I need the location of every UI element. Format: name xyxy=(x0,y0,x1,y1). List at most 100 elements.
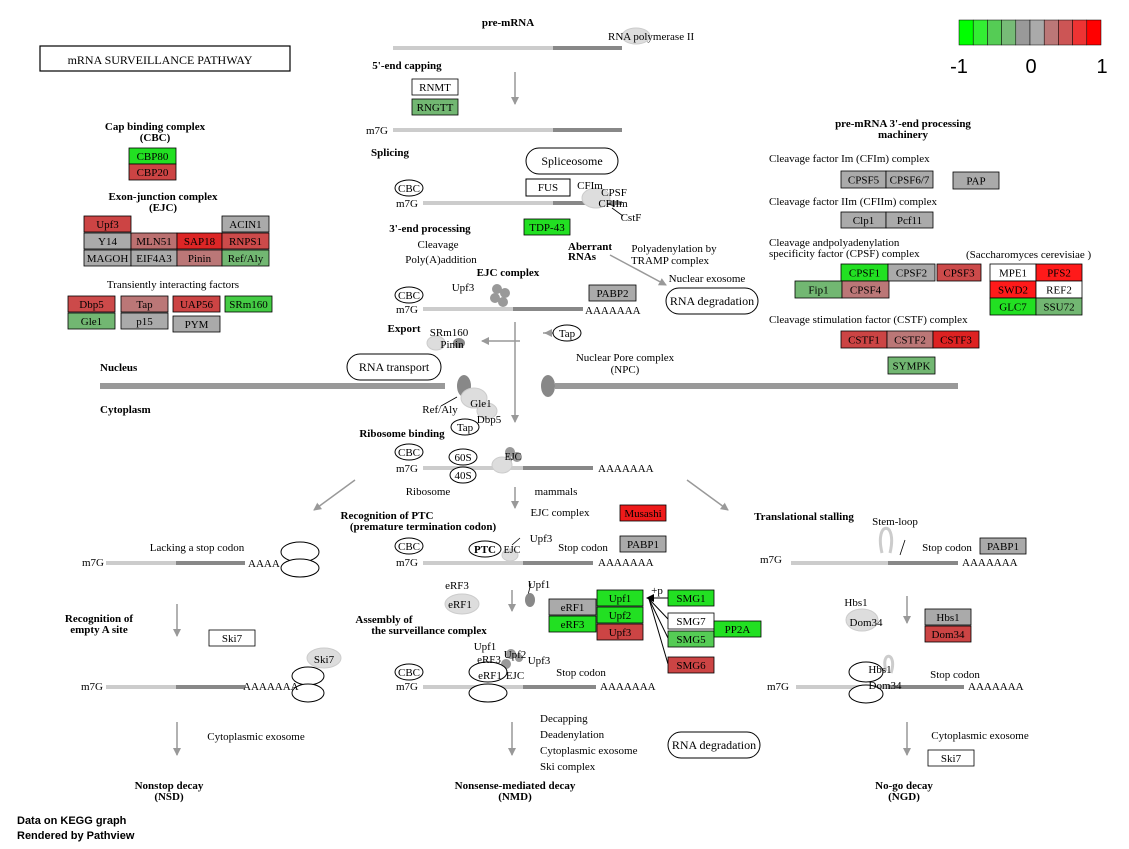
gene-sap18[interactable]: SAP18 xyxy=(176,232,223,250)
node-cbc: CBC xyxy=(394,179,424,197)
label-aaa: AAAAAAA xyxy=(600,681,656,693)
label-cpsf2: specificity factor (CPSF) complex xyxy=(769,248,920,260)
svg-text:CBC: CBC xyxy=(398,183,420,195)
svg-text:ACIN1: ACIN1 xyxy=(229,219,261,231)
gene-ski7[interactable]: Ski7 xyxy=(927,749,975,767)
gene-uap56[interactable]: UAP56 xyxy=(172,295,221,313)
label-recog-ptc2: (premature termination codon) xyxy=(350,521,497,533)
svg-text:Ref/Aly: Ref/Aly xyxy=(228,253,264,265)
gene-tdp-43[interactable]: TDP-43 xyxy=(523,218,571,236)
ribosome-shapes xyxy=(280,541,884,704)
gene-rngtt[interactable]: RNGTT xyxy=(411,98,459,116)
gene-pcf11[interactable]: Pcf11 xyxy=(885,211,934,229)
gene-hbs1[interactable]: Hbs1 xyxy=(924,608,972,626)
gene-cpsf1[interactable]: CPSF1 xyxy=(840,263,889,282)
gene-swd2[interactable]: SWD2 xyxy=(989,280,1037,299)
gene-ssu72[interactable]: SSU72 xyxy=(1035,297,1083,316)
gene-upf3[interactable]: Upf3 xyxy=(596,623,644,641)
gene-smg5[interactable]: SMG5 xyxy=(667,630,715,648)
pathway-link-rna-transport[interactable]: RNA transport xyxy=(346,353,442,381)
gene-cstf2[interactable]: CSTF2 xyxy=(886,330,934,349)
gene-cbp20[interactable]: CBP20 xyxy=(128,163,177,181)
label-ski-complex: Ski complex xyxy=(540,761,596,773)
gene-cpsf4[interactable]: CPSF4 xyxy=(841,280,890,299)
svg-text:RNA degradation: RNA degradation xyxy=(670,294,754,308)
gene-ref-aly[interactable]: Ref/Aly xyxy=(221,249,270,267)
gene-erf1[interactable]: eRF1 xyxy=(548,598,597,616)
gene-pp2a[interactable]: PP2A xyxy=(713,620,762,638)
svg-text:CBC: CBC xyxy=(398,447,420,459)
node-fus: FUS xyxy=(525,178,571,197)
gene-fip1[interactable]: Fip1 xyxy=(794,280,843,299)
gene-cpsf5[interactable]: CPSF5 xyxy=(840,170,887,189)
gene-erf3[interactable]: eRF3 xyxy=(548,615,597,633)
gene-smg7[interactable]: SMG7 xyxy=(667,612,715,630)
label-nmd2: (NMD) xyxy=(498,791,532,803)
gene-dbp5[interactable]: Dbp5 xyxy=(67,295,116,313)
gene-ski7[interactable]: Ski7 xyxy=(208,629,256,647)
label-srm160: SRm160 xyxy=(430,327,469,339)
gene-eif4a3[interactable]: EIF4A3 xyxy=(130,249,178,267)
pathway-link-spliceosome[interactable]: Spliceosome xyxy=(525,147,619,175)
svg-text:PABP1: PABP1 xyxy=(627,539,659,551)
label-dbp5: Dbp5 xyxy=(477,414,502,426)
gene-smg1[interactable]: SMG1 xyxy=(667,589,715,607)
mrna-strands xyxy=(106,46,964,689)
gene-magoh[interactable]: MAGOH xyxy=(83,249,132,267)
gene-sympk[interactable]: SYMPK xyxy=(887,356,936,375)
label-ejc: EJC xyxy=(506,670,524,682)
color-legend: -1 0 1 xyxy=(950,19,1108,78)
label-npc2: (NPC) xyxy=(611,364,640,376)
gene-clp1[interactable]: Clp1 xyxy=(840,211,887,229)
gene-rnps1[interactable]: RNPS1 xyxy=(221,232,270,250)
gene-gle1[interactable]: Gle1 xyxy=(67,312,116,330)
gene-rnmt[interactable]: RNMT xyxy=(411,78,459,96)
gene-tap[interactable]: Tap xyxy=(120,295,169,313)
gene-upf1[interactable]: Upf1 xyxy=(596,589,644,607)
pathway-link-rna-degradation[interactable]: RNA degradation xyxy=(665,287,759,315)
gene-pym[interactable]: PYM xyxy=(172,315,221,333)
gene-cstf3[interactable]: CSTF3 xyxy=(932,330,980,349)
stem-loop-shape xyxy=(878,526,894,554)
svg-text:TDP-43: TDP-43 xyxy=(529,222,565,234)
gene-pabp1[interactable]: PABP1 xyxy=(979,537,1027,555)
footer-line-2: Rendered by Pathview xyxy=(17,830,135,842)
svg-text:Fip1: Fip1 xyxy=(808,285,828,297)
gene-srm160[interactable]: SRm160 xyxy=(224,295,273,313)
gene-cpsf6-7[interactable]: CPSF6/7 xyxy=(885,170,934,189)
pathway-link-rna-degradation[interactable]: RNA degradation xyxy=(667,731,761,759)
gene-pabp2[interactable]: PABP2 xyxy=(588,284,637,302)
gene-dom34[interactable]: Dom34 xyxy=(924,625,972,643)
gene-glc7[interactable]: GLC7 xyxy=(989,297,1037,316)
gene-upf3[interactable]: Upf3 xyxy=(83,215,132,233)
label-ejc-title: Exon-junction complex xyxy=(108,191,218,203)
gene-pap[interactable]: PAP xyxy=(952,171,1000,190)
gene-acin1[interactable]: ACIN1 xyxy=(221,215,270,233)
gene-musashi[interactable]: Musashi xyxy=(619,504,667,522)
gene-pfs2[interactable]: PFS2 xyxy=(1035,263,1083,282)
gene-cpsf2[interactable]: CPSF2 xyxy=(887,263,936,282)
gene-pinin[interactable]: Pinin xyxy=(176,249,223,267)
label-stem-loop: Stem-loop xyxy=(872,516,918,528)
gene-smg6[interactable]: SMG6 xyxy=(667,656,715,674)
svg-text:PABP2: PABP2 xyxy=(596,288,628,300)
label-erf3: eRF3 xyxy=(477,654,501,666)
footer: Data on KEGG graph Rendered by Pathview xyxy=(17,814,134,844)
gene-y14[interactable]: Y14 xyxy=(83,232,132,250)
gene-p15[interactable]: p15 xyxy=(120,312,169,330)
flow-arrows xyxy=(173,72,911,756)
label-dom34: Dom34 xyxy=(850,617,884,629)
gene-cbp80[interactable]: CBP80 xyxy=(128,147,177,165)
gene-ref2[interactable]: REF2 xyxy=(1035,280,1083,299)
gene-mln51[interactable]: MLN51 xyxy=(130,232,178,250)
pathway-links: Spliceosome RNA degradation RNA transport R… xyxy=(346,147,761,759)
gene-cstf1[interactable]: CSTF1 xyxy=(840,330,888,349)
gene-upf2[interactable]: Upf2 xyxy=(596,606,644,624)
gene-pabp1[interactable]: PABP1 xyxy=(619,535,667,553)
label-m7g: m7G xyxy=(81,681,103,693)
label-assembly: Assembly of xyxy=(355,614,412,626)
gene-cpsf3[interactable]: CPSF3 xyxy=(936,263,982,282)
svg-text:SMG5: SMG5 xyxy=(676,634,706,646)
gene-nodes: RNMT RNGTT CBP80 CBP20 Upf3 ACIN1 Y14 MLN51 SAP1… xyxy=(67,78,1083,767)
gene-mpe1[interactable]: MPE1 xyxy=(989,263,1037,282)
